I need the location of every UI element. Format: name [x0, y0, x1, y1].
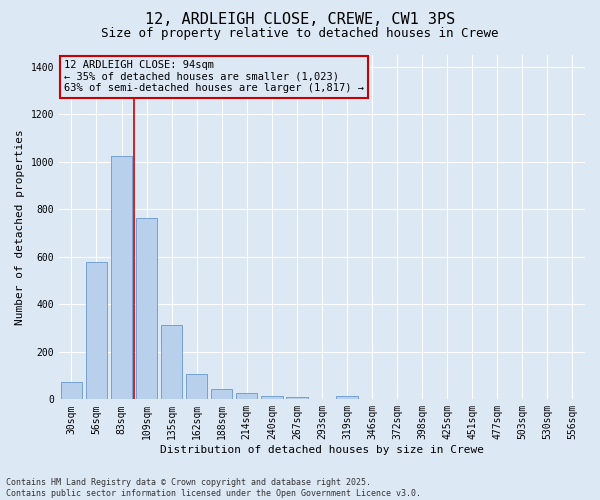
Text: Contains HM Land Registry data © Crown copyright and database right 2025.
Contai: Contains HM Land Registry data © Crown c…: [6, 478, 421, 498]
Bar: [236, 394, 257, 400]
Text: 12 ARDLEIGH CLOSE: 94sqm
← 35% of detached houses are smaller (1,023)
63% of sem: 12 ARDLEIGH CLOSE: 94sqm ← 35% of detach…: [64, 60, 364, 94]
Bar: [337, 396, 358, 400]
Bar: [261, 396, 283, 400]
Bar: [61, 382, 82, 400]
Bar: [186, 374, 208, 400]
Bar: [111, 156, 132, 400]
Bar: [211, 388, 232, 400]
Y-axis label: Number of detached properties: Number of detached properties: [15, 130, 25, 325]
Bar: [286, 397, 308, 400]
Bar: [136, 218, 157, 400]
Bar: [86, 262, 107, 400]
Text: 12, ARDLEIGH CLOSE, CREWE, CW1 3PS: 12, ARDLEIGH CLOSE, CREWE, CW1 3PS: [145, 12, 455, 28]
Text: Size of property relative to detached houses in Crewe: Size of property relative to detached ho…: [101, 28, 499, 40]
X-axis label: Distribution of detached houses by size in Crewe: Distribution of detached houses by size …: [160, 445, 484, 455]
Bar: [161, 324, 182, 400]
